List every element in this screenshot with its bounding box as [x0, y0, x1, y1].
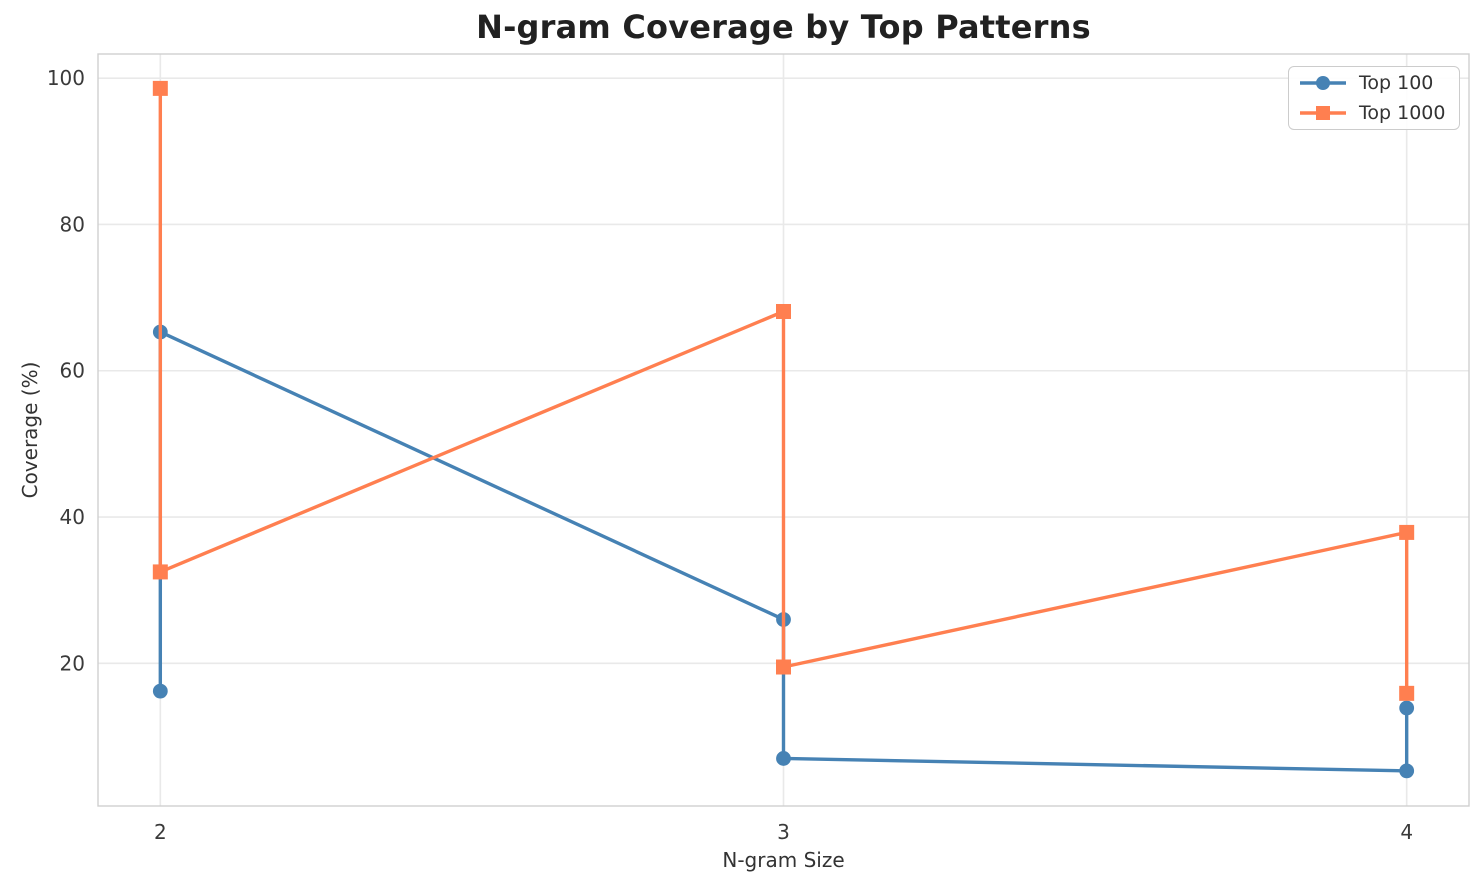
chart-title: N-gram Coverage by Top Patterns	[476, 8, 1091, 46]
y-tick-label: 80	[60, 212, 85, 236]
y-tick-label: 40	[60, 505, 85, 529]
x-tick-label: 4	[1400, 820, 1413, 844]
data-point-marker	[776, 751, 791, 766]
x-tick-label: 3	[777, 820, 790, 844]
data-point-marker	[152, 564, 168, 580]
x-axis-title: N-gram Size	[722, 848, 845, 872]
data-point-marker	[776, 659, 791, 675]
legend-item: Top 100	[1299, 70, 1459, 96]
y-axis-title: Coverage (%)	[18, 361, 42, 499]
x-tick-label: 2	[154, 820, 167, 844]
y-tick-label: 60	[60, 359, 85, 383]
data-point-marker	[1399, 524, 1415, 540]
legend-swatch-circle-icon	[1300, 76, 1346, 90]
legend-label: Top 100	[1359, 72, 1434, 94]
y-tick-label: 100	[47, 66, 85, 90]
legend: Top 100 Top 1000	[1288, 66, 1460, 130]
series-line-top-1000	[158, 86, 1409, 696]
legend-item: Top 1000	[1299, 100, 1459, 126]
legend-label: Top 1000	[1359, 102, 1446, 124]
y-tick-label: 20	[60, 651, 85, 675]
data-point-marker	[776, 303, 791, 319]
data-point-marker	[1399, 685, 1415, 701]
data-point-marker	[152, 80, 168, 96]
legend-swatch-square-icon	[1300, 106, 1346, 120]
data-point-marker	[152, 683, 168, 699]
plot-spines	[97, 53, 1470, 807]
data-point-marker	[1399, 763, 1415, 779]
data-point-marker	[1399, 700, 1415, 716]
